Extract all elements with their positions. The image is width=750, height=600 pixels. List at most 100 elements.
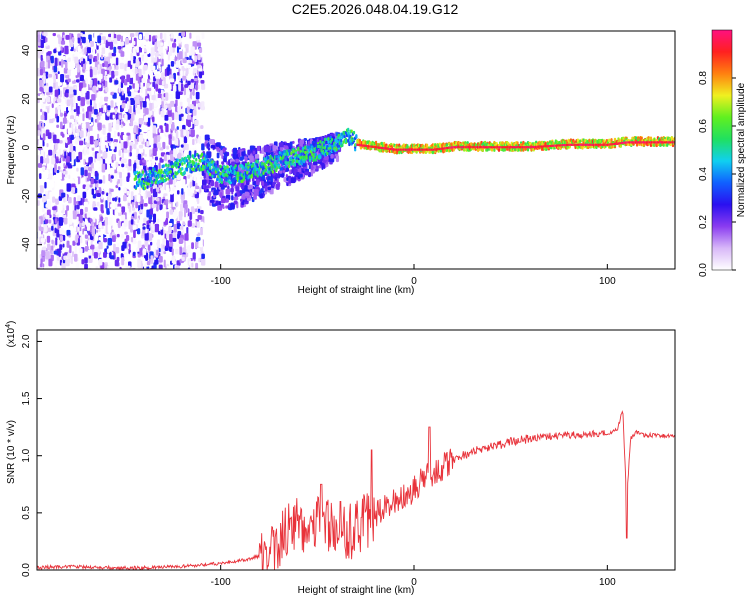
spectrogram-cell — [221, 198, 226, 204]
spectrogram-cell — [71, 251, 75, 258]
spectrogram-cell — [60, 46, 63, 51]
spectrogram-cell — [175, 182, 179, 192]
spectrogram-cell — [108, 261, 113, 269]
spectrogram-cell — [156, 97, 162, 106]
spectrogram-ridge-cell — [286, 161, 289, 165]
spectrogram-ridge-cell — [354, 147, 357, 152]
spectrogram-cell — [57, 111, 61, 116]
spectrogram-cell — [59, 244, 63, 251]
spectrogram-ridge-core — [451, 146, 454, 149]
spectrogram-cell — [67, 127, 72, 134]
spectrogram-cell — [41, 103, 45, 109]
spectrogram-cell — [120, 93, 126, 101]
spectrogram-cell — [46, 154, 49, 161]
spectrogram-cell — [152, 57, 156, 62]
spectrogram-cell — [65, 34, 70, 40]
spectrogram-cell — [135, 58, 139, 68]
spectrogram-cell — [116, 227, 121, 235]
spectrogram-cell — [53, 65, 58, 73]
spectrogram-ridge-cell — [282, 155, 285, 160]
spectrogram-ridge-cell — [169, 170, 172, 174]
spectrogram-cell — [183, 95, 187, 99]
spectrogram-cell — [86, 100, 90, 105]
spectrogram-cell — [112, 154, 116, 161]
spectrogram-cell — [73, 197, 76, 206]
spectrogram-cell — [134, 96, 137, 101]
spectrogram-cell — [91, 94, 96, 101]
spectrogram-cell — [139, 101, 143, 110]
spectrogram-cell — [187, 187, 191, 197]
spectrogram-cell — [65, 74, 70, 79]
spectrogram-cell — [112, 121, 115, 130]
spectrogram-ridge-core — [362, 144, 365, 147]
spectrogram-cell — [149, 102, 153, 111]
spectrogram-cell — [85, 137, 88, 143]
spectrogram-cell — [86, 142, 91, 148]
spectrogram-cell — [191, 94, 195, 101]
spectrogram-cell — [93, 246, 98, 253]
spectrogram-cell — [148, 34, 152, 42]
spectrogram-cell — [174, 195, 179, 203]
spectrogram-cell — [70, 134, 74, 141]
spectrogram-cell — [40, 60, 45, 68]
spectrogram-cell — [195, 262, 199, 269]
spectrogram-cell — [170, 60, 175, 67]
spectrogram-cell — [37, 99, 40, 104]
spectrogram-cell — [93, 109, 98, 115]
spectrogram-cell — [104, 76, 108, 80]
spectrogram-cell — [278, 142, 284, 148]
spectrogram-cell — [65, 139, 68, 144]
spectrogram-ridge-core — [370, 145, 373, 148]
spectrogram-ridge-core — [453, 146, 457, 149]
spectrogram-ridge-cell — [216, 177, 219, 182]
spectrogram-cell — [126, 74, 131, 83]
spectrogram-cell — [153, 241, 156, 251]
spectrogram-cell — [46, 235, 51, 243]
spectrogram-cell — [181, 179, 186, 188]
spectrogram-cell — [195, 185, 200, 190]
spectrogram-cell — [61, 133, 65, 138]
spectrogram-cell — [204, 142, 207, 147]
spectrogram-cell — [89, 135, 94, 145]
spectrogram-cell — [65, 170, 68, 175]
spectrogram-cell — [144, 32, 149, 40]
spectrogram-cell — [252, 188, 255, 193]
spectrogram-ridge-core — [474, 146, 477, 149]
spectrogram-cell — [106, 248, 110, 254]
spectrogram-cell — [175, 60, 180, 68]
spectrogram-cell — [97, 115, 101, 121]
spectrogram-cell — [119, 62, 125, 70]
spectrogram-cell — [144, 232, 149, 241]
spectrogram-cell — [183, 129, 187, 137]
spectrogram-cell — [92, 201, 96, 208]
spectrogram-cell — [111, 235, 116, 243]
spectrogram-cell — [79, 236, 83, 244]
spectrogram-cell — [111, 162, 116, 167]
spectrogram-cell — [121, 257, 125, 266]
spectrogram-ridge-cell — [149, 183, 153, 188]
spectrogram-ridge-core — [392, 148, 395, 151]
spectrogram-ridge-core — [507, 146, 510, 149]
spectrogram-cell — [56, 115, 60, 123]
spectrogram-cell — [102, 124, 106, 129]
spectrogram-cell — [79, 140, 84, 146]
spectrogram-cell — [206, 179, 210, 184]
spectrogram-ridge-cell — [275, 155, 278, 159]
spectrogram-cell — [85, 122, 90, 129]
spectrogram-cell — [56, 256, 60, 261]
spectrogram-cell — [138, 144, 144, 149]
spectrogram-cell — [150, 47, 156, 56]
spectrogram-ridge-core — [431, 148, 434, 151]
spectrogram-cell — [56, 248, 61, 258]
spectrogram-ridge-cell — [267, 155, 270, 160]
spectrogram-cell — [78, 45, 81, 53]
spectrogram-cell — [114, 199, 119, 209]
spectrogram-cell — [137, 135, 140, 142]
spectrogram-cell — [161, 107, 164, 112]
spectrogram-cell — [41, 122, 45, 129]
spectrogram-cell — [93, 251, 98, 259]
spectrogram-cell — [159, 132, 164, 137]
spectrogram-cell — [184, 51, 187, 58]
spectrogram-cell — [117, 220, 121, 229]
spectrogram-cell — [185, 129, 189, 138]
